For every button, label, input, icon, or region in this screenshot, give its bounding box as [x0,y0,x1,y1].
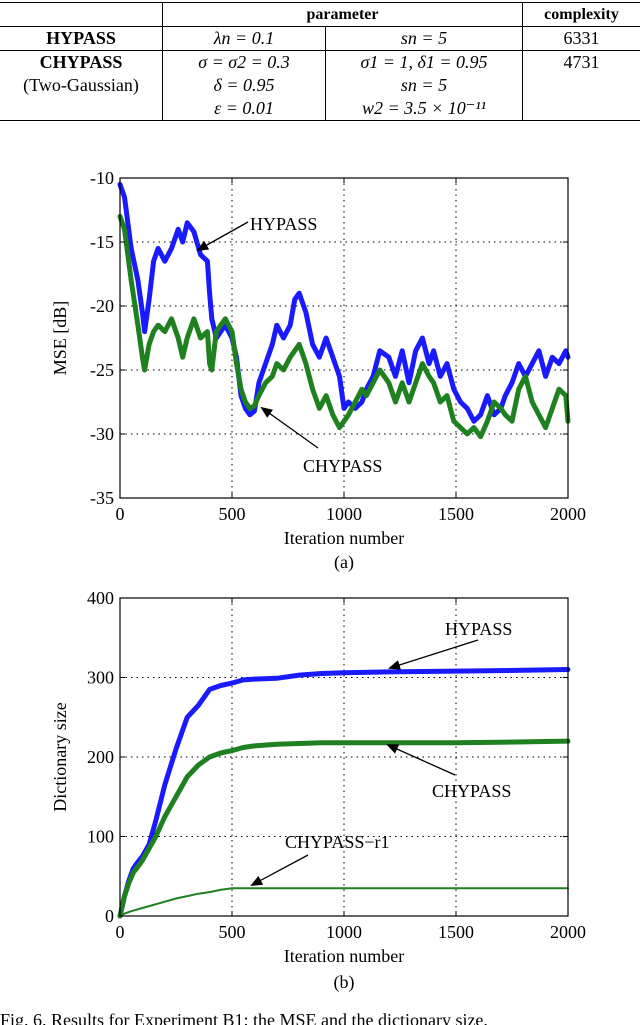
table-row: HYPASS λn = 0.1 sn = 5 6331 [0,26,640,51]
x-axis-label: Iteration number [284,528,404,548]
x-axis-label: Iteration number [284,946,404,966]
x-tick-label: 500 [219,922,246,942]
y-tick-label: 300 [87,668,114,688]
table-header-empty [0,2,163,27]
y-tick-label: 400 [87,588,114,608]
y-tick-label: -20 [90,296,114,316]
x-tick-label: 2000 [550,504,586,524]
figure-caption: Fig. 6. Results for Experiment B1: the M… [0,1010,488,1025]
annotation-arrow [388,639,479,670]
x-tick-label: 0 [116,504,125,524]
x-tick-label: 1000 [326,922,362,942]
annotation-label: CHYPASS−r1 [285,832,390,852]
series-line-hypass [117,181,571,424]
algorithm-name: HYPASS [0,26,163,51]
x-tick-label: 1000 [326,504,362,524]
series-line-chypass [117,213,571,440]
y-tick-label: -35 [90,488,114,508]
x-tick-label: 1500 [438,504,474,524]
y-axis-label: MSE [dB] [50,301,70,376]
x-tick-label: 500 [219,504,246,524]
panel-label: (b) [334,972,355,993]
annotation-label: HYPASS [250,214,317,234]
series-line-hypass [117,667,571,919]
chart-panel-a: 0 500 1000 1500 2000 -35 -30 -25 -20 -15 -10 Iterat… [50,168,586,573]
series-line-chypass [117,738,571,919]
x-tick-label: 0 [116,922,125,942]
algorithm-name: CHYPASS (Two-Gaussian) [0,50,163,121]
parameter-cell: σ1 = 1, δ1 = 0.95 sn = 5 w2 = 3.5 × 10⁻¹… [325,50,523,121]
y-tick-label: 200 [87,747,114,767]
x-tick-label: 1500 [438,922,474,942]
y-tick-label: -25 [90,360,114,380]
series-line-chypass-r1 [119,887,569,917]
y-tick-label: -10 [90,168,114,188]
panel-label: (a) [334,552,354,573]
annotation-label: HYPASS [445,619,512,639]
y-axis-label: Dictionary size [50,702,70,811]
y-tick-label: 0 [105,906,114,926]
parameter-cell: λn = 0.1 [162,26,326,51]
table-header-parameter: parameter [162,2,523,27]
chart-panel-b: 0 500 1000 1500 2000 0 100 200 300 400 Iteration n… [50,588,586,993]
table-header-complexity: complexity [522,2,640,27]
y-tick-label: 100 [87,827,114,847]
y-tick-label: -30 [90,424,114,444]
table-row: CHYPASS (Two-Gaussian) σ = σ2 = 0.3 δ = … [0,50,640,121]
complexity-value: 4731 [522,50,640,121]
parameter-table: parameter complexity HYPASS λn = 0.1 sn … [0,2,640,121]
annotation-arrow [250,854,309,886]
annotation-arrow [196,221,249,251]
annotation-label: CHYPASS [432,781,511,801]
parameter-cell: σ = σ2 = 0.3 δ = 0.95 ε = 0.01 [162,50,326,121]
parameter-cell: sn = 5 [325,26,523,51]
complexity-value: 6331 [522,26,640,51]
y-tick-label: -15 [90,232,114,252]
annotation-arrow [386,744,456,776]
x-tick-label: 2000 [550,922,586,942]
annotation-arrow [260,406,319,449]
annotation-label: CHYPASS [303,456,382,476]
